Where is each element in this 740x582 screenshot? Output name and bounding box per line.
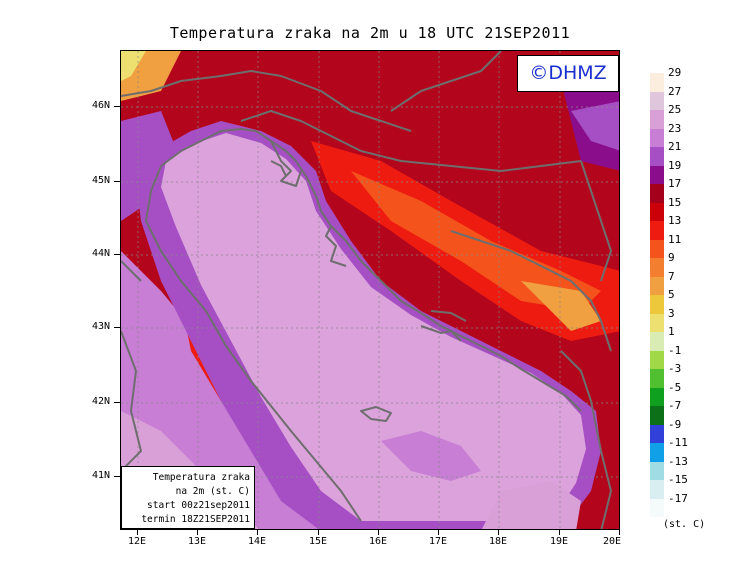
legend-swatch xyxy=(650,295,664,314)
legend-swatch xyxy=(650,406,664,425)
lon-label: 17E xyxy=(428,536,448,547)
lon-tick xyxy=(498,530,499,535)
lon-tick xyxy=(197,530,198,535)
legend-label: -1 xyxy=(668,343,682,357)
legend-label: -9 xyxy=(668,417,682,431)
legend-swatch xyxy=(650,258,664,277)
info-line-variable: Temperatura zraka xyxy=(152,472,250,483)
legend-swatch xyxy=(650,110,664,129)
temperature-field xyxy=(121,51,619,529)
legend-swatch xyxy=(650,350,664,369)
lat-label: 46N xyxy=(92,100,111,111)
legend-label: 5 xyxy=(668,288,675,301)
lat-label: 43N xyxy=(92,321,111,332)
legend-swatch xyxy=(650,73,664,92)
legend-swatch xyxy=(650,184,664,203)
legend-label: 9 xyxy=(668,251,675,264)
legend-label: 3 xyxy=(668,306,675,320)
lon-label: 12E xyxy=(127,536,147,547)
east-cooler-zone xyxy=(571,101,619,151)
legend-swatch xyxy=(650,128,664,147)
legend-label: -7 xyxy=(668,399,682,412)
legend-swatch xyxy=(650,424,664,443)
legend-swatch xyxy=(650,276,664,295)
legend-label: 7 xyxy=(668,269,675,283)
legend-unit: (st. C) xyxy=(663,519,706,530)
legend-swatch xyxy=(650,480,664,499)
lon-label: 19E xyxy=(549,536,569,547)
legend-label: -13 xyxy=(668,454,688,468)
lat-tick xyxy=(114,254,120,255)
lon-label: 13E xyxy=(187,536,207,547)
legend-label: 1 xyxy=(668,325,675,338)
legend-swatch xyxy=(650,91,664,110)
alps-yellow-patch xyxy=(121,51,146,81)
legend-label: 13 xyxy=(668,214,682,227)
legend-swatch xyxy=(650,221,664,240)
legend-label: -5 xyxy=(668,380,682,394)
legend-label: -3 xyxy=(668,362,682,375)
legend-label: -17 xyxy=(668,491,688,505)
lon-tick xyxy=(318,530,319,535)
map-title: Temperatura zraka na 2m u 18 UTC 21SEP20… xyxy=(169,24,571,42)
lon-label: 18E xyxy=(488,536,508,547)
info-line-valid: termin 18Z21SEP2011 xyxy=(141,514,250,525)
ionian-zone xyxy=(482,481,581,529)
lon-tick xyxy=(257,530,258,535)
info-box: Temperatura zraka na 2m (st. C) start 00… xyxy=(121,466,255,529)
legend-swatch xyxy=(650,332,664,351)
legend-swatch xyxy=(650,239,664,258)
lat-tick xyxy=(114,327,120,328)
legend-swatch xyxy=(650,387,664,406)
legend-swatch xyxy=(650,443,664,462)
balkans-orange-band xyxy=(351,171,601,311)
lat-label: 42N xyxy=(92,396,111,407)
lat-label: 45N xyxy=(92,175,111,186)
legend-swatch xyxy=(650,369,664,388)
legend-label: 27 xyxy=(668,84,682,98)
legend-label: 25 xyxy=(668,103,682,116)
legend-swatch xyxy=(650,461,664,480)
legend-swatch xyxy=(650,147,664,166)
info-line-start: start 00z21sep2011 xyxy=(147,500,250,511)
lat-tick xyxy=(114,106,120,107)
lon-label: 15E xyxy=(308,536,328,547)
lat-tick xyxy=(114,181,120,182)
legend-swatch xyxy=(650,202,664,221)
legend-swatch xyxy=(650,165,664,184)
legend-label: -15 xyxy=(668,473,688,486)
legend-label: 19 xyxy=(668,158,682,172)
legend-label: 21 xyxy=(668,140,682,153)
legend-label: 29 xyxy=(668,66,682,79)
legend-label: 17 xyxy=(668,177,682,190)
temperature-map xyxy=(120,50,620,530)
lon-tick xyxy=(559,530,560,535)
legend-label: 11 xyxy=(668,232,682,246)
copyright-label: ©DHMZ xyxy=(517,55,619,92)
legend-swatch xyxy=(650,313,664,332)
gargano-zone xyxy=(381,431,481,481)
lat-label: 44N xyxy=(92,248,111,259)
lon-label: 16E xyxy=(368,536,388,547)
info-line-unit: na 2m (st. C) xyxy=(175,486,250,497)
legend-label: -11 xyxy=(668,436,688,449)
lat-label: 41N xyxy=(92,470,111,481)
lat-tick xyxy=(114,402,120,403)
adriatic-sea xyxy=(161,133,586,521)
coastlines xyxy=(121,51,612,529)
bosnia-warm-patch xyxy=(521,281,601,331)
lon-tick xyxy=(378,530,379,535)
lon-label: 14E xyxy=(247,536,267,547)
legend-swatch xyxy=(650,498,664,517)
lon-tick xyxy=(137,530,138,535)
legend-label: 23 xyxy=(668,121,682,135)
lon-tick xyxy=(438,530,439,535)
lon-label: 20E xyxy=(602,536,622,547)
lon-tick xyxy=(619,530,620,535)
legend-label: 15 xyxy=(668,195,682,209)
lat-tick xyxy=(114,476,120,477)
